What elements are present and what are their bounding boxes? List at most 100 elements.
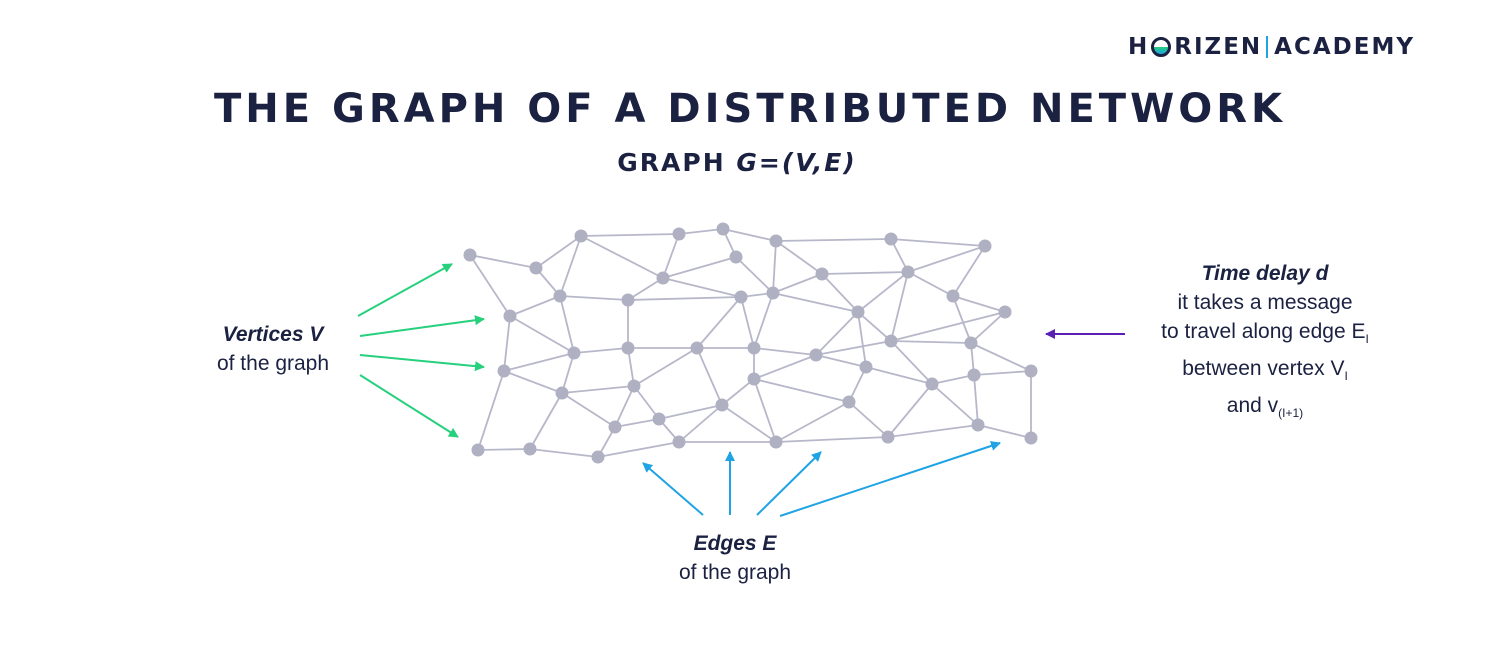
graph-edge [772, 273, 823, 294]
graph-edge [561, 352, 575, 394]
graph-edge [775, 401, 850, 443]
graph-vertex [621, 341, 635, 355]
graph-vertex [815, 267, 829, 281]
graph-edge [503, 352, 575, 372]
graph-edge [970, 311, 1006, 344]
graph-edge [627, 277, 664, 301]
graph-vertex [1024, 364, 1038, 378]
page-title: THE GRAPH OF A DISTRIBUTED NETWORK [213, 86, 1287, 132]
graph-edge [753, 378, 777, 443]
graph-edge [977, 424, 1032, 439]
graph-edge [821, 271, 909, 275]
graph-vertex [656, 271, 670, 285]
graph-edge [627, 296, 742, 301]
horizen-academy-logo: H RIZEN ACADEMY [1128, 34, 1415, 60]
graph-vertex [766, 286, 780, 300]
graph-vertex [998, 305, 1012, 319]
graph-edge [633, 385, 660, 420]
graph-edge [857, 311, 867, 368]
graph-vertex [769, 435, 783, 449]
graph-edge [865, 366, 933, 385]
graph-vertex [555, 386, 569, 400]
graph-edge [559, 235, 582, 297]
horizen-o-icon [1151, 37, 1172, 57]
edge-arrow [779, 441, 1001, 517]
graph-edge [721, 378, 755, 406]
graph-edge [815, 340, 892, 356]
graph-edge [633, 347, 698, 387]
graph-edge [535, 235, 582, 269]
graph-edge [469, 254, 537, 269]
graph-vertex [884, 232, 898, 246]
graph-vertex [471, 443, 485, 457]
graph-edge [887, 383, 933, 438]
graph-vertex [591, 450, 605, 464]
graph-edge [775, 238, 892, 242]
graph-vertex [523, 442, 537, 456]
vertices-label: Vertices V of the graph [216, 323, 330, 375]
graph-vertex [567, 346, 581, 360]
edge-arrow [642, 462, 704, 516]
graph-edge [678, 404, 723, 443]
graph-vertex [769, 234, 783, 248]
graph-edge [722, 228, 777, 242]
annotation-arrows [357, 263, 1125, 517]
graph-edge [614, 385, 635, 428]
graph-formula: G=(V,E) [736, 148, 857, 177]
graph-vertex [690, 341, 704, 355]
graph-vertex [652, 412, 666, 426]
page-subtitle: GRAPH G=(V,E) [617, 148, 857, 177]
graph-edge [503, 315, 511, 372]
graph-edge [503, 370, 563, 394]
graph-edges [469, 228, 1032, 458]
graph-vertex [574, 229, 588, 243]
graph-edge [907, 271, 954, 297]
graph-vertex [608, 420, 622, 434]
vertex-arrow [359, 315, 485, 337]
graph-edge [597, 441, 680, 458]
graph-edge [559, 295, 575, 354]
graph-edge [973, 374, 979, 426]
graph-vertex [925, 377, 939, 391]
graph-edge [887, 424, 979, 438]
graph-edge [753, 354, 817, 380]
graph-vertex [747, 372, 761, 386]
graph-vertex [851, 305, 865, 319]
vertex-arrow [359, 374, 459, 438]
graph-edge [753, 378, 850, 403]
graph-edge [775, 240, 823, 275]
graph-edge [735, 256, 774, 294]
graph-edge [952, 295, 1006, 313]
graph-edge [529, 392, 563, 450]
graph-vertex [503, 309, 517, 323]
graph-edge [890, 238, 986, 247]
graph-edge [857, 271, 909, 313]
graph-vertex [497, 364, 511, 378]
graph-edge [890, 271, 909, 342]
graph-edge [821, 273, 859, 313]
graph-vertex [672, 227, 686, 241]
graph-vertex [901, 265, 915, 279]
graph-vertex [715, 398, 729, 412]
graph-edge [815, 354, 867, 368]
graph-edge [561, 392, 616, 428]
graph-vertex [621, 293, 635, 307]
graph-edge [509, 315, 575, 354]
graph-vertex [971, 418, 985, 432]
graph-edge [890, 311, 1006, 342]
graph-edge [857, 311, 892, 342]
graph-vertex [672, 435, 686, 449]
graph-edge [662, 233, 680, 279]
graph-edge [931, 383, 979, 426]
graph-edge [772, 292, 859, 313]
graph-vertex [729, 250, 743, 264]
graph-edge [561, 385, 635, 394]
graph-edge [662, 256, 737, 279]
graph-edge [772, 240, 777, 294]
edges-label: Edges E of the graph [678, 532, 792, 584]
graph-edge [775, 436, 889, 443]
graph-edge [740, 296, 755, 349]
graph-edge [509, 295, 561, 317]
graph-edge [529, 448, 599, 458]
graph-edge [931, 374, 975, 385]
